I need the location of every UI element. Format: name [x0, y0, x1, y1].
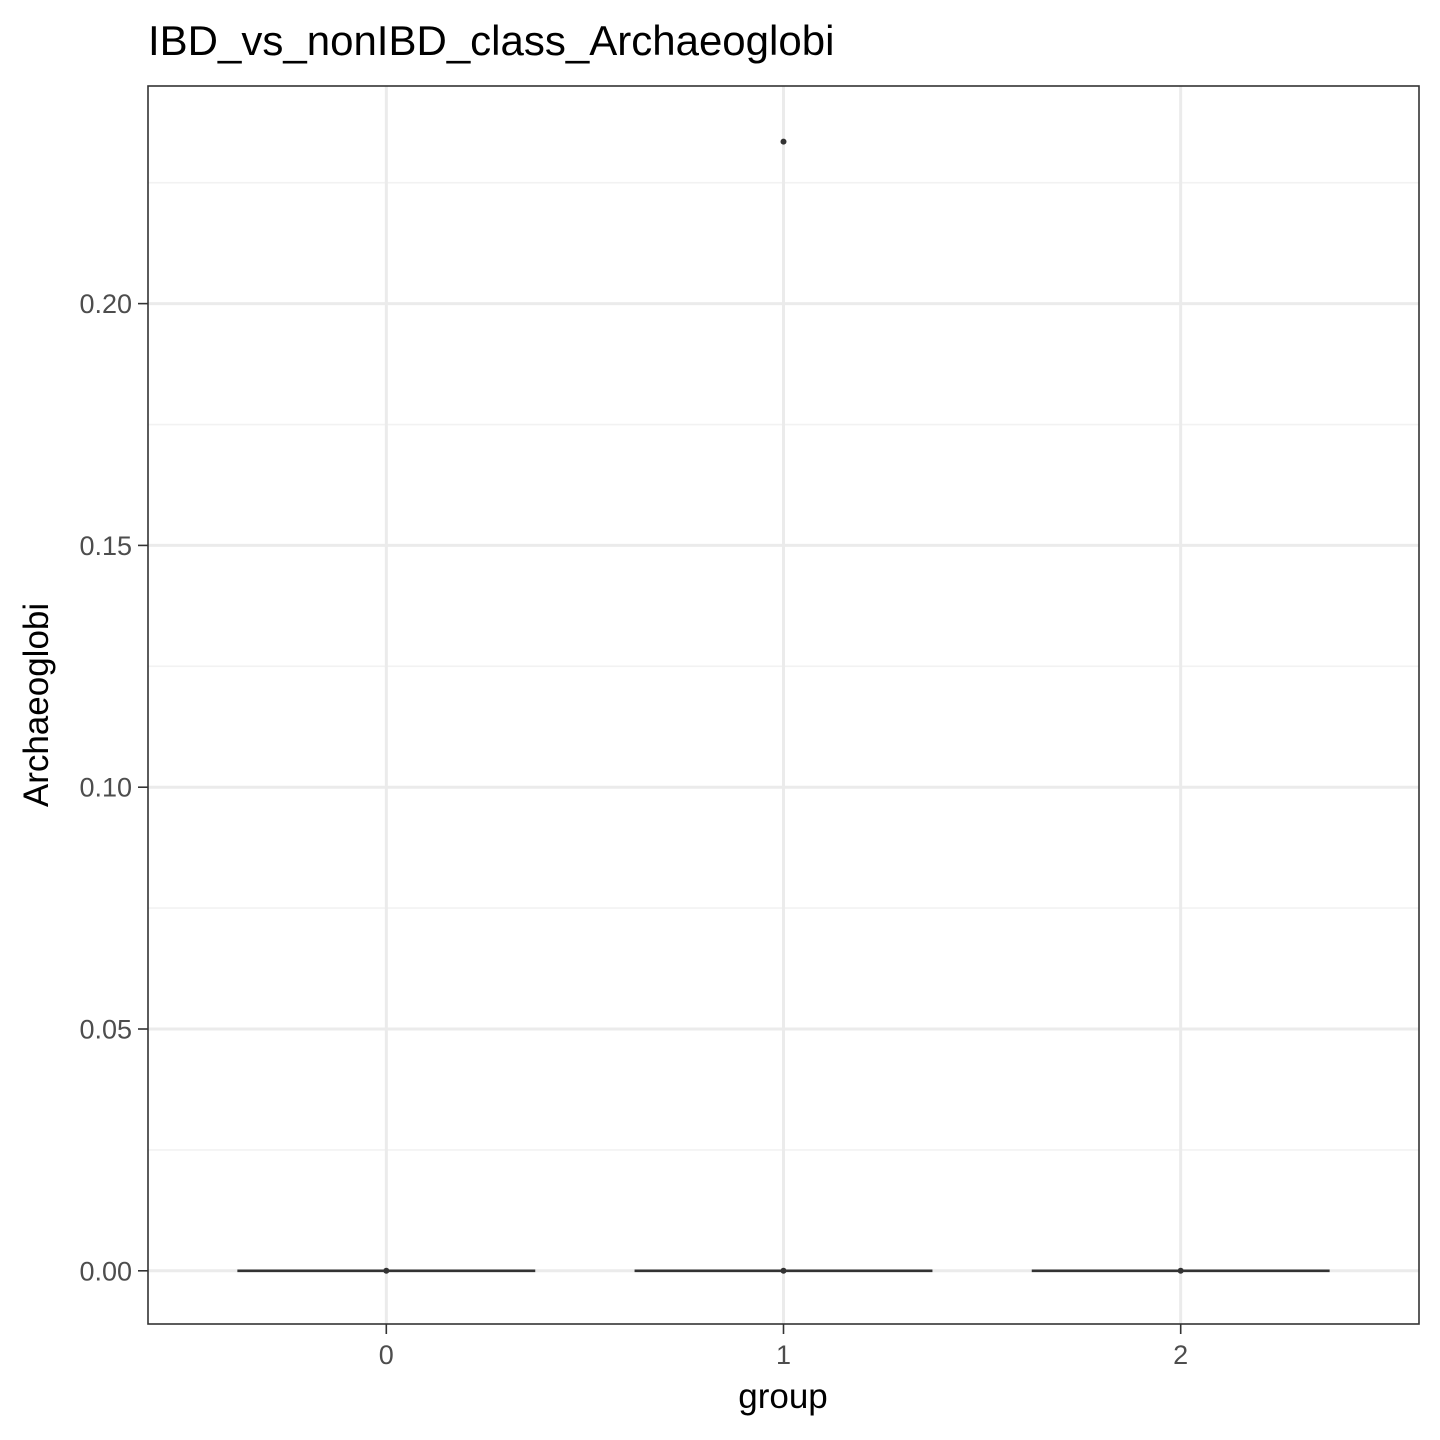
- boxplot-group-2: [1031, 1267, 1330, 1274]
- y-tick-label: 0.05: [79, 1015, 132, 1045]
- data-point: [780, 1267, 787, 1274]
- x-tick-label: 1: [776, 1340, 791, 1370]
- y-tick-label: 0.15: [79, 531, 132, 561]
- y-axis: 0.00 0.05 0.10 0.15 0.20: [79, 289, 148, 1286]
- x-tick-label: 2: [1173, 1340, 1188, 1370]
- x-axis-title: group: [738, 1377, 828, 1416]
- boxplot-group-0: [237, 1267, 536, 1274]
- boxplots: [237, 138, 1330, 1274]
- y-tick-label: 0.00: [79, 1256, 132, 1286]
- outlier-point: [780, 138, 787, 145]
- major-grid: [148, 86, 1419, 1324]
- y-tick-label: 0.10: [79, 773, 132, 803]
- boxplot-group-1: [634, 138, 933, 1274]
- y-axis-title: Archaeoglobi: [17, 603, 56, 807]
- chart-title: IBD_vs_nonIBD_class_Archaeoglobi: [148, 17, 834, 64]
- x-axis: 0 1 2: [379, 1324, 1188, 1370]
- y-tick-label: 0.20: [79, 289, 132, 319]
- data-point: [383, 1267, 390, 1274]
- data-point: [1177, 1267, 1184, 1274]
- x-tick-label: 0: [379, 1340, 394, 1370]
